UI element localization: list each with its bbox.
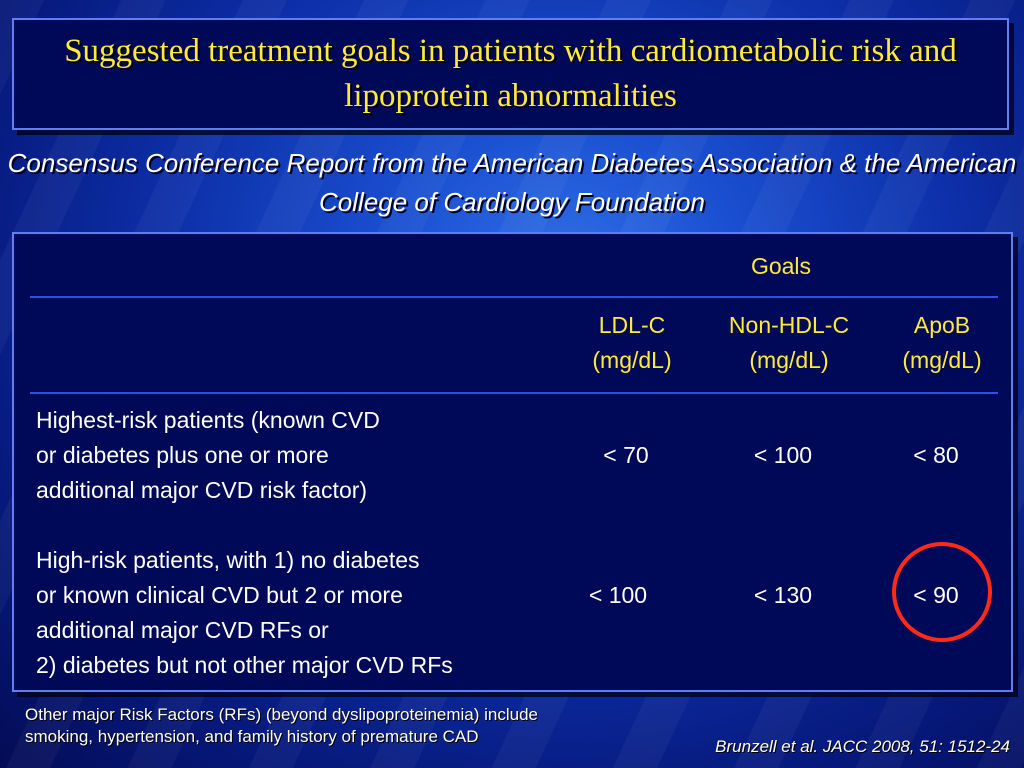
- column-unit: (mg/dL): [749, 347, 829, 373]
- column-unit: (mg/dL): [902, 347, 982, 373]
- header-rule-top: [30, 296, 998, 298]
- row-label: Highest-risk patients (known CVD or diab…: [36, 407, 380, 503]
- slide-subtitle: Consensus Conference Report from the Ame…: [7, 148, 1017, 217]
- column-unit: (mg/dL): [592, 347, 672, 373]
- goals-header: Goals: [750, 253, 812, 279]
- ldl-goal: < 100: [588, 582, 648, 608]
- apob-goal: < 80: [913, 442, 959, 468]
- row-label: High-risk patients, with 1) no diabetes …: [36, 547, 453, 678]
- citation: Brunzell et al. JACC 2008, 51: 1512-24: [715, 737, 1010, 756]
- title-panel: Suggested treatment goals in patients wi…: [12, 18, 1009, 130]
- ldl-goal: < 70: [603, 442, 649, 468]
- risk-factor-footnote: Other major Risk Factors (RFs) (beyond d…: [25, 705, 539, 746]
- apob-highlight-circle: [892, 542, 992, 642]
- column-name: Non-HDL-C: [728, 312, 850, 338]
- header-rule-bottom: [30, 392, 998, 394]
- column-name: LDL-C: [598, 312, 666, 338]
- non-hdl-goal: < 130: [753, 582, 813, 608]
- slide-title: Suggested treatment goals in patients wi…: [64, 33, 957, 114]
- goals-table: Goals LDL-C (mg/dL) Non-HDL-C (mg/dL) Ap…: [12, 232, 1013, 692]
- non-hdl-goal: < 100: [753, 442, 813, 468]
- column-name: ApoB: [913, 312, 971, 338]
